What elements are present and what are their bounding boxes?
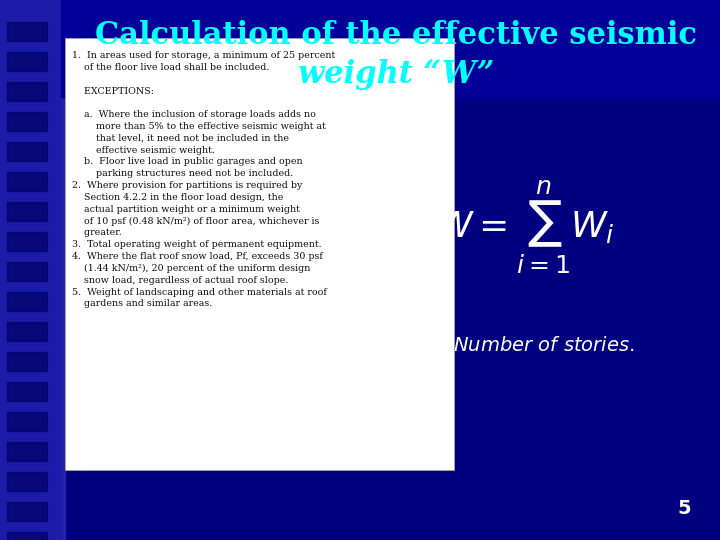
Bar bbox=[7, 292, 47, 310]
Bar bbox=[4, 329, 47, 346]
Bar bbox=[4, 140, 47, 157]
Bar bbox=[7, 502, 47, 521]
Bar bbox=[7, 471, 47, 490]
Bar bbox=[4, 5, 47, 22]
Bar bbox=[4, 275, 47, 292]
Bar bbox=[4, 32, 47, 49]
Bar bbox=[4, 86, 47, 103]
Bar bbox=[7, 232, 47, 251]
Bar bbox=[7, 261, 47, 280]
Bar bbox=[7, 112, 47, 131]
Text: 5: 5 bbox=[678, 500, 691, 518]
Bar bbox=[4, 221, 47, 238]
Bar bbox=[4, 383, 47, 400]
Bar bbox=[4, 194, 47, 211]
Bar bbox=[7, 411, 47, 430]
Bar bbox=[7, 382, 47, 401]
Bar bbox=[4, 113, 47, 130]
Bar bbox=[7, 201, 47, 220]
Bar bbox=[4, 167, 47, 184]
Bar bbox=[4, 248, 47, 265]
Bar bbox=[4, 437, 47, 454]
Bar bbox=[4, 491, 47, 508]
Bar bbox=[7, 22, 47, 40]
Bar bbox=[7, 352, 47, 370]
Text: Calculation of the effective seismic: Calculation of the effective seismic bbox=[95, 19, 697, 51]
Bar bbox=[4, 410, 47, 427]
Bar bbox=[4, 356, 47, 373]
Text: weight “W”: weight “W” bbox=[298, 59, 494, 90]
Bar bbox=[4, 518, 47, 535]
Bar bbox=[7, 172, 47, 191]
Bar bbox=[0, 0, 61, 540]
Bar bbox=[7, 442, 47, 461]
Bar bbox=[0, 0, 65, 540]
FancyBboxPatch shape bbox=[65, 38, 454, 470]
Text: 1.  In areas used for storage, a minimum of 25 percent
    of the floor live loa: 1. In areas used for storage, a minimum … bbox=[72, 51, 336, 308]
Bar bbox=[7, 141, 47, 160]
Bar bbox=[4, 302, 47, 319]
Bar bbox=[7, 52, 47, 71]
Text: $W = \sum_{i=1}^{n} W_i$: $W = \sum_{i=1}^{n} W_i$ bbox=[436, 178, 615, 275]
Bar bbox=[7, 322, 47, 341]
Bar bbox=[7, 531, 47, 540]
Bar bbox=[61, 0, 720, 97]
Bar bbox=[4, 464, 47, 481]
Bar bbox=[4, 59, 47, 76]
Bar bbox=[7, 82, 47, 100]
Text: $n = Number\ of\ stories.$: $n = Number\ of\ stories.$ bbox=[417, 336, 634, 355]
